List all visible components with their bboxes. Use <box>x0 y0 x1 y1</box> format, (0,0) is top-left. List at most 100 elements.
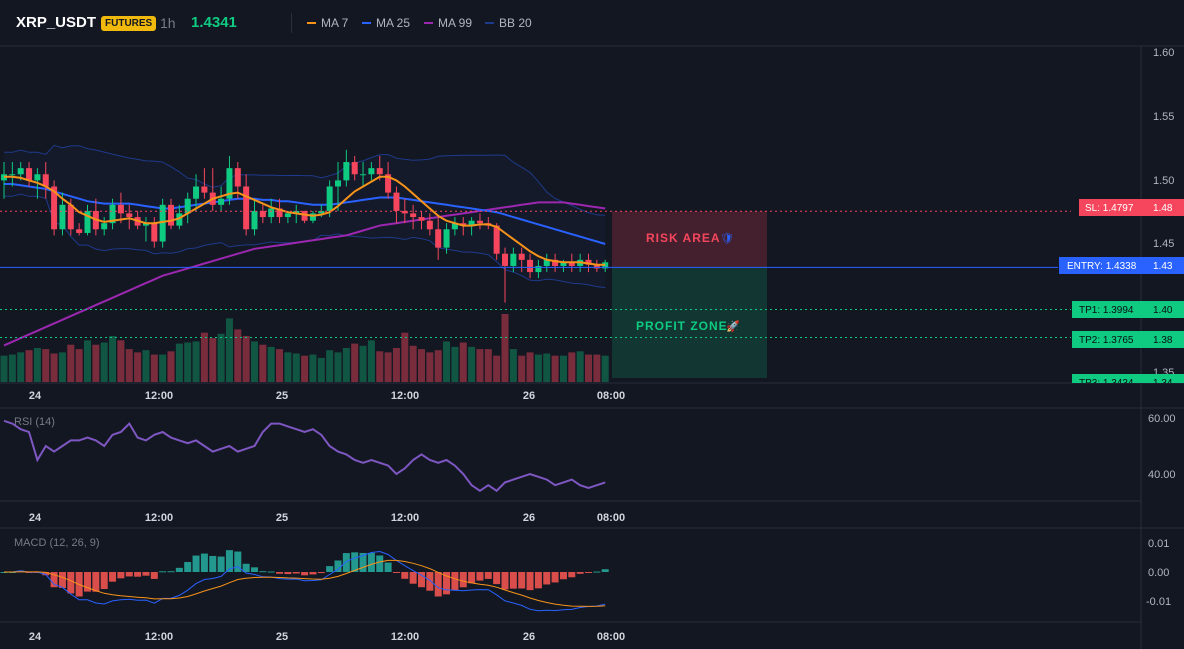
rsi-x-label-12-00-b: 12:00 <box>391 512 419 524</box>
candle-body <box>142 223 149 226</box>
rsi-label: RSI (14) <box>14 416 55 428</box>
candle-body <box>435 229 442 248</box>
macd-histogram-bar <box>326 566 334 572</box>
volume-bar <box>434 350 442 382</box>
legend-ma99[interactable]: MA 99 <box>424 16 472 30</box>
macd-tick-neg-0-01: -0.01 <box>1146 596 1171 608</box>
macd-histogram-bar <box>276 572 284 574</box>
macd-histogram-bar <box>317 572 325 574</box>
candle-body <box>335 180 341 187</box>
x-label-08-00: 08:00 <box>597 390 625 402</box>
candle-body <box>493 225 500 254</box>
volume-bar <box>326 350 334 382</box>
profit-zone-box[interactable] <box>612 267 767 378</box>
tp3-tag[interactable]: TP3: 1.3434 1.34 <box>1072 374 1184 391</box>
macd-histogram-bar <box>200 553 208 572</box>
volume-bar <box>359 345 367 382</box>
volume-bar <box>543 353 551 382</box>
rsi-tick-60: 60.00 <box>1148 413 1176 425</box>
candle-body <box>568 262 575 266</box>
volume-bar <box>267 346 275 382</box>
volume-bar <box>117 340 125 382</box>
legend-ma7[interactable]: MA 7 <box>307 16 348 30</box>
volume-bar <box>200 332 208 382</box>
candle-body <box>301 210 308 221</box>
volume-bar <box>292 353 300 382</box>
candle-body <box>426 220 433 230</box>
entry-tag[interactable]: ENTRY: 1.4338 1.43 <box>1059 257 1184 274</box>
candle-body <box>84 210 91 233</box>
timeframe-label[interactable]: 1h <box>160 15 176 31</box>
last-price: 1.4341 <box>191 14 237 31</box>
volume-bar <box>367 340 375 382</box>
macd-histogram-bar <box>534 572 542 589</box>
macd-tick-0-00: 0.00 <box>1148 567 1169 579</box>
volume-bar <box>568 352 576 382</box>
macd-histogram-bar <box>125 572 133 577</box>
y-tick-1-55: 1.55 <box>1153 111 1174 123</box>
macd-histogram-bar <box>601 569 609 572</box>
volume-bar <box>518 355 526 382</box>
volume-bar <box>125 349 133 382</box>
candle-body <box>284 213 291 218</box>
macd-histogram-bar <box>150 572 158 579</box>
sl-tag[interactable]: SL: 1.4797 1.48 <box>1079 199 1184 216</box>
macd-histogram-bar <box>593 571 601 573</box>
macd-histogram-bar <box>209 555 217 572</box>
symbol-title[interactable]: XRP_USDT <box>16 14 97 31</box>
legend-ma7-label: MA 7 <box>321 16 349 30</box>
risk-area-box[interactable] <box>612 211 767 268</box>
candle-body <box>101 223 108 230</box>
macd-histogram-bar <box>184 562 192 572</box>
candle-body <box>468 220 475 226</box>
candle-body <box>510 253 517 266</box>
candle-body <box>351 162 358 175</box>
volume-bar <box>109 335 117 382</box>
macd-histogram-bar <box>585 572 592 573</box>
tp1-tag[interactable]: TP1: 1.3994 1.40 <box>1072 301 1184 318</box>
candle-body <box>151 223 158 242</box>
volume-bar <box>67 344 75 382</box>
macd-histogram-bar <box>159 571 167 573</box>
macd-histogram-bar <box>292 572 300 574</box>
macd-histogram-bar <box>367 552 375 572</box>
volume-bar <box>426 352 434 382</box>
macd-tick-0-01: 0.01 <box>1148 538 1169 550</box>
macd-histogram-bar <box>8 572 16 573</box>
candle-body <box>385 174 392 193</box>
macd-x-label-12-00-b: 12:00 <box>391 631 419 643</box>
macd-histogram-bar <box>484 572 492 579</box>
volume-bar <box>342 348 350 382</box>
candle-body <box>476 220 483 224</box>
candle-body <box>59 204 66 230</box>
legend-ma25[interactable]: MA 25 <box>362 16 410 30</box>
volume-bar <box>376 351 384 382</box>
volume-bar <box>509 349 517 382</box>
candle-body <box>326 186 333 211</box>
macd-histogram-bar <box>251 567 258 572</box>
candle-body <box>393 192 400 211</box>
candle-body <box>360 174 367 176</box>
ma25-line <box>4 183 606 245</box>
candle-body <box>318 210 325 214</box>
entry-axis-value: 1.43 <box>1153 261 1173 272</box>
macd-histogram-bar <box>559 572 567 580</box>
macd-histogram-bar <box>384 562 392 572</box>
macd-histogram-bar <box>192 555 200 572</box>
ma7-swatch <box>307 22 316 24</box>
volume-bar <box>75 349 83 382</box>
macd-histogram-bar <box>518 572 526 589</box>
volume-bar <box>8 354 16 382</box>
candle-body <box>535 265 542 273</box>
macd-histogram-bar <box>409 572 417 584</box>
candle-body <box>218 198 225 205</box>
legend-bb20[interactable]: BB 20 <box>485 16 532 30</box>
tp2-tag[interactable]: TP2: 1.3765 1.38 <box>1072 331 1184 348</box>
volume-bar <box>493 355 501 382</box>
candle-body <box>126 213 133 218</box>
volume-bar <box>150 354 158 382</box>
macd-histogram-bar <box>50 572 58 588</box>
candle-body <box>410 213 417 218</box>
macd-histogram-bar <box>334 560 342 572</box>
